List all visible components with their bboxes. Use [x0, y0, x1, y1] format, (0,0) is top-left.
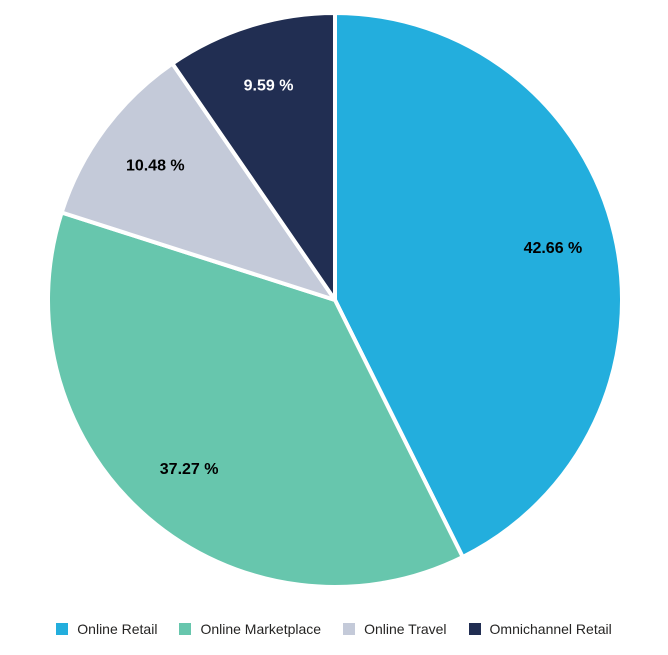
legend-item-online-travel[interactable]: Online Travel — [343, 621, 447, 637]
pie-data-labels: 42.66 % 37.27 % 10.48 % 9.59 % — [126, 77, 582, 478]
data-label-online-marketplace: 37.27 % — [160, 461, 219, 478]
data-label-online-travel: 10.48 % — [126, 158, 185, 175]
legend-label: Online Travel — [364, 621, 447, 637]
legend-label: Online Retail — [77, 621, 158, 637]
pie-slice-omnichannel-retail[interactable] — [170, 11, 337, 302]
pie-slice-online-travel[interactable] — [59, 61, 337, 302]
pie-slice-online-retail[interactable] — [333, 11, 624, 560]
legend-swatch — [468, 623, 481, 635]
legend-swatch — [179, 623, 192, 635]
pie-slice-online-marketplace[interactable] — [46, 210, 465, 589]
legend-swatch — [343, 623, 356, 635]
data-label-omnichannel-retail: 9.59 % — [244, 77, 294, 94]
legend-item-omnichannel-retail[interactable]: Omnichannel Retail — [468, 621, 612, 637]
legend-item-online-marketplace[interactable]: Online Marketplace — [179, 621, 321, 637]
legend-swatch — [56, 623, 69, 635]
legend-label: Online Marketplace — [200, 621, 322, 637]
legend: Online Retail Online Marketplace Online … — [0, 621, 668, 637]
pie-chart-plot: 42.66 % 37.27 % 10.48 % 9.59 % — [46, 11, 624, 589]
legend-label: Omnichannel Retail — [489, 621, 612, 637]
data-label-online-retail: 42.66 % — [524, 240, 583, 257]
pie-slices — [46, 11, 624, 589]
legend-item-online-retail[interactable]: Online Retail — [56, 621, 157, 637]
